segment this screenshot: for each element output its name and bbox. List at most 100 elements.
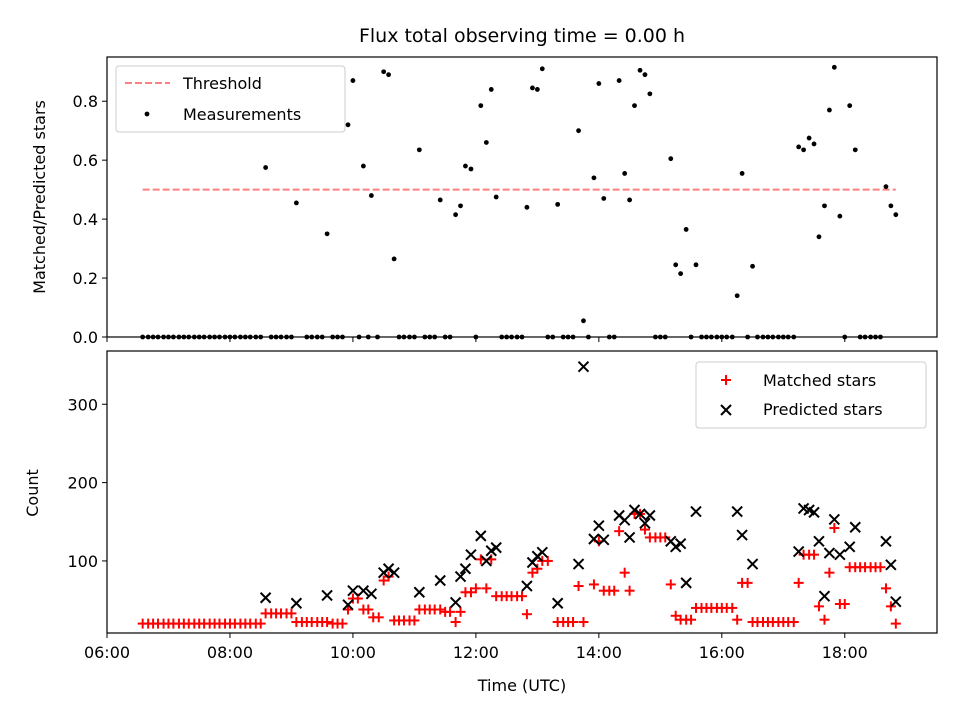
predicted-star-point (834, 548, 846, 561)
predicted-star-point (588, 533, 600, 545)
matched-star-point (532, 563, 543, 574)
predicted-star-point-b (731, 505, 743, 518)
matched-star-point (573, 581, 584, 591)
predicted-star-point (449, 596, 462, 609)
matched-star-point (727, 602, 738, 613)
predicted-star-point-b (572, 558, 585, 570)
x-tick-label: 14:00 (576, 643, 622, 662)
measurement-point (555, 201, 561, 207)
measurement-point (822, 203, 827, 209)
measurement-point (883, 184, 889, 190)
top-y-tick-label: 0.0 (73, 328, 98, 347)
predicted-star-point-b (613, 509, 625, 522)
measurement-point (837, 213, 843, 219)
measurement-point (801, 147, 806, 153)
matched-star-point (255, 618, 266, 629)
predicted-star-point-b (347, 584, 359, 597)
measurement-point (647, 91, 653, 97)
measurement-point (468, 166, 474, 172)
matched-star-point (809, 549, 820, 560)
measurement-point (488, 87, 494, 92)
measurement-point (263, 165, 269, 170)
predicted-star-point-b (849, 521, 861, 533)
measurement-point (601, 196, 607, 201)
measurement-point (591, 175, 597, 181)
predicted-star-point-b (885, 559, 897, 571)
predicted-star-point-b (588, 533, 600, 545)
predicted-star-point (382, 563, 395, 575)
predicted-star-point-b (434, 574, 446, 587)
bottom-y-axis-label: Count (23, 469, 42, 517)
x-tick-label: 06:00 (84, 643, 130, 662)
x-tick-label: 18:00 (822, 643, 868, 662)
predicted-star-point (880, 535, 892, 548)
bottom-legend-box (695, 361, 927, 429)
predicted-star-point (818, 590, 831, 602)
predicted-star-point (674, 537, 687, 550)
measurement-point (622, 171, 628, 176)
measurement-point (381, 69, 387, 75)
predicted-star-point (813, 535, 825, 548)
measurement-point (360, 163, 366, 169)
predicted-star-point (536, 546, 548, 559)
matched-star-point (470, 583, 481, 594)
measurement-point (806, 135, 812, 141)
predicted-star-point (628, 504, 641, 516)
predicted-star-point (644, 509, 656, 522)
measurement-point (673, 262, 679, 268)
predicted-star-point-b (690, 505, 702, 518)
matched-star-point (732, 614, 743, 625)
predicted-star-point-b (357, 584, 370, 597)
predicted-star-point (577, 360, 590, 373)
predicted-star-point-b (490, 541, 502, 554)
bottom-x-axis: 06:00 08:00 10:00 12:00 14:00 16:00 18:00 (84, 633, 868, 662)
predicted-star-point-b (321, 589, 333, 602)
matched-star-point (660, 532, 671, 543)
measurement-point (386, 72, 391, 78)
measurement-point (750, 263, 755, 269)
predicted-star-point (623, 531, 636, 544)
top-plot-marks (140, 64, 899, 340)
bottom-panel: 100 200 300 06:00 08:00 10:00 12:00 14:00 16:00… (23, 350, 938, 695)
predicted-star-point (347, 584, 359, 597)
legend-predicted-marker (720, 404, 732, 416)
x-tick-label: 16:00 (699, 643, 745, 662)
measurement-point (734, 293, 740, 299)
matched-star-point (588, 579, 599, 590)
measurement-point (293, 200, 299, 206)
predicted-star-point-b (736, 529, 748, 541)
matched-star-point (665, 579, 676, 590)
measurement-point (524, 204, 530, 210)
predicted-star-point-b (843, 541, 856, 553)
predicted-star-point-b (618, 514, 631, 526)
measurement-point (831, 64, 837, 70)
predicted-star-point-b (628, 504, 641, 516)
bottom-legend: Matched stars Predicted stars (695, 361, 927, 429)
bottom-axes-frame (106, 350, 938, 634)
matched-star-point (455, 606, 466, 617)
top-legend-box (115, 65, 346, 133)
measurement-point (391, 256, 397, 262)
measurement-point (458, 203, 463, 209)
matched-star-point (890, 618, 901, 629)
measurement-point (534, 87, 540, 92)
measurement-point (888, 203, 894, 209)
measurement-point (539, 66, 545, 72)
predicted-star-point-b (593, 519, 605, 532)
measurement-point (847, 103, 853, 109)
measurement-point (683, 227, 689, 232)
matched-star-point (839, 599, 850, 610)
predicted-star-point-b (813, 535, 825, 548)
measurement-point (368, 193, 374, 198)
predicted-star-point-b (413, 586, 426, 598)
measurement-point (616, 78, 622, 83)
measurement-point (463, 163, 468, 169)
predicted-star-point-b (365, 588, 378, 600)
bottom-y-axis: 100 200 300 (67, 395, 107, 571)
top-y-tick-label: 0.6 (73, 151, 98, 170)
top-panel: 0.00.20.40.60.8 Matched/Predicted stars … (30, 56, 938, 347)
top-y-tick-label: 0.4 (73, 210, 98, 229)
measurement-point (483, 140, 489, 145)
measurement-point (345, 122, 351, 128)
